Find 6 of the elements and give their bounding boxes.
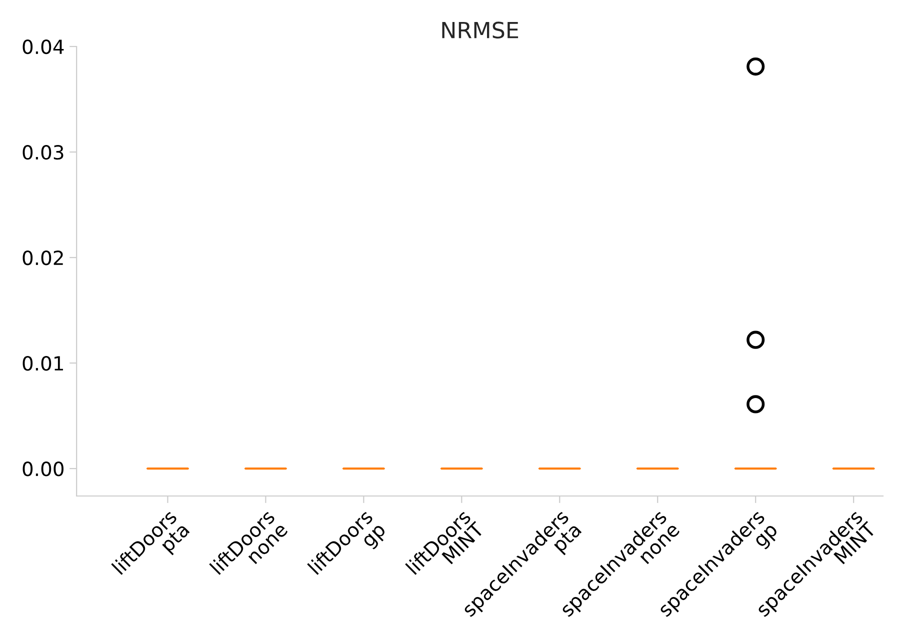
y-tick-label: 0.01 [22, 356, 63, 371]
chart-title: NRMSE [442, 22, 518, 38]
y-tick-label: 0.03 [22, 144, 64, 160]
y-tick-label: 0.04 [22, 39, 64, 54]
y-tick-label: 0.00 [22, 462, 64, 476]
y-tick-label: 0.02 [22, 250, 63, 266]
